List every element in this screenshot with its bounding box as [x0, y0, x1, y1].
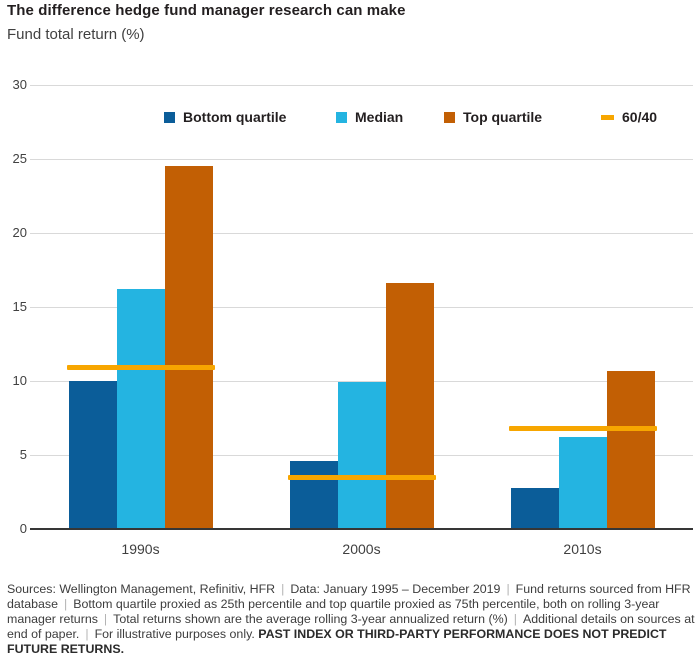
footer-separator: |: [281, 582, 285, 596]
footer-separator: |: [513, 612, 518, 627]
source-note: Sources: Wellington Management, Refiniti…: [7, 582, 695, 657]
y-tick-label-30: 30: [12, 77, 27, 92]
gridline-15: [30, 306, 693, 308]
x-category-label-2000s: 2000s: [342, 541, 381, 557]
bar-top_quartile-2000s: [385, 283, 434, 529]
x-category-label-2010s: 2010s: [563, 541, 602, 557]
chart-title: The difference hedge fund manager resear…: [7, 2, 406, 19]
footer-segment: Additional details on sources at end of …: [7, 612, 695, 642]
bar-bottom_quartile-2010s: [510, 487, 559, 529]
legend-label: Median: [355, 109, 404, 125]
footer-segment: For illustrative purposes only.: [94, 627, 259, 642]
legend-item-bottom_quartile: Bottom quartile: [164, 109, 286, 125]
chart-subtitle: Fund total return (%): [7, 26, 145, 43]
gridline-25: [30, 158, 693, 160]
y-tick-label-15: 15: [12, 299, 27, 314]
footer-segment: Data: January 1995 – December 2019: [290, 582, 501, 596]
footer-separator: |: [506, 582, 510, 596]
legend-item-line_60_40: 60/40: [601, 109, 657, 125]
line-60-40-1990s: [66, 365, 215, 371]
chart-plot: 0 5 10 15 20 25 30 1990s 2000s 2010s: [12, 77, 693, 557]
footer-segment: Total returns shown are the average roll…: [113, 612, 508, 627]
gridline-10: [30, 380, 693, 382]
y-tick-label-5: 5: [19, 447, 27, 462]
footer-separator: |: [63, 597, 68, 612]
y-tick-label-0: 0: [19, 521, 27, 536]
y-tick-label-20: 20: [12, 225, 27, 240]
footer-separator: |: [85, 627, 89, 642]
legend-swatch-line_60_40: [601, 114, 614, 120]
legend-item-top_quartile: Top quartile: [444, 109, 542, 125]
bar-bottom_quartile-1990s: [68, 381, 117, 529]
footer-separator: |: [103, 612, 108, 627]
bar-median-2010s: [558, 437, 607, 529]
legend-label: Bottom quartile: [183, 109, 287, 125]
footer-segment: Fund returns sourced from HFR database: [7, 582, 691, 612]
line-60-40-2000s: [287, 474, 436, 480]
legend-item-median: Median: [336, 109, 403, 125]
legend-label: Top quartile: [463, 109, 543, 125]
legend-swatch-median: [336, 111, 347, 123]
footer-segment: Bottom quartile proxied as 25th percenti…: [7, 597, 660, 627]
gridline-30: [30, 84, 693, 86]
bar-median-1990s: [116, 289, 165, 529]
gridline-20: [30, 232, 693, 234]
legend-swatch-top_quartile: [444, 111, 455, 123]
bar-bottom_quartile-2000s: [289, 460, 338, 529]
legend-label: 60/40: [622, 109, 658, 125]
bar-median-2000s: [337, 382, 386, 529]
bar-top_quartile-2010s: [606, 370, 655, 529]
y-tick-label-10: 10: [12, 373, 27, 388]
y-tick-label-25: 25: [12, 151, 27, 166]
bar-top_quartile-1990s: [164, 166, 213, 529]
footer-disclaimer-bold: PAST INDEX OR THIRD-PARTY PERFORMANCE DO…: [7, 627, 667, 657]
line-60-40-2010s: [508, 425, 657, 431]
x-axis-line: [30, 528, 693, 530]
footer-segment: Sources: Wellington Management, Refiniti…: [7, 582, 276, 596]
x-category-label-1990s: 1990s: [121, 541, 160, 557]
legend-swatch-bottom_quartile: [164, 111, 175, 123]
